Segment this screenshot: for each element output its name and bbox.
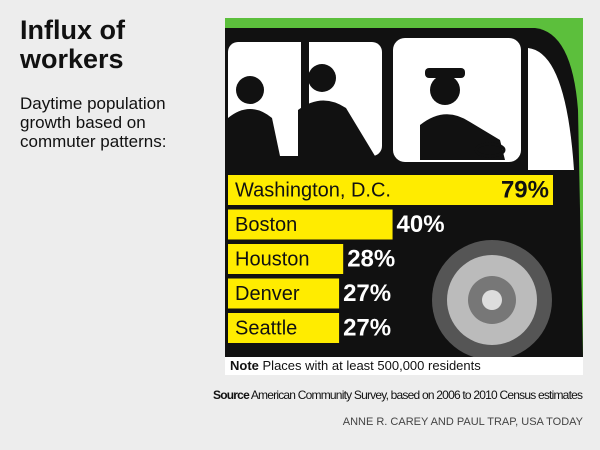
bar: [228, 244, 344, 274]
category-label: Denver: [235, 283, 300, 305]
wheel: [432, 240, 552, 360]
source-label: Source: [213, 388, 250, 402]
bar: [228, 175, 553, 205]
bar: [228, 313, 340, 343]
note-strip: [225, 357, 583, 375]
note: Note Places with at least 500,000 reside…: [230, 358, 481, 373]
chart-title: Influx of workers: [20, 15, 125, 74]
category-label: Boston: [235, 214, 297, 236]
category-label: Seattle: [235, 317, 297, 339]
value-label: 79%: [501, 176, 549, 203]
windshield: [528, 48, 574, 170]
passengers: [228, 64, 506, 160]
value-label: 28%: [347, 245, 395, 272]
source-text: American Community Survey, based on 2006…: [251, 388, 583, 402]
value-label: 27%: [343, 314, 391, 341]
category-label: Houston: [235, 248, 310, 270]
credit: ANNE R. CAREY AND PAUL TRAP, USA TODAY: [343, 416, 584, 428]
note-text: Places with at least 500,000 residents: [263, 358, 482, 373]
bar: [228, 278, 340, 309]
value-label: 40%: [397, 211, 445, 238]
value-label: 27%: [343, 280, 391, 307]
source: Source American Community Survey, based …: [213, 388, 583, 402]
note-label: Note: [230, 358, 259, 373]
category-label: Washington, D.C.: [235, 179, 391, 201]
chart-subtitle: Daytime population growth based on commu…: [20, 94, 167, 151]
bar: [228, 209, 393, 240]
